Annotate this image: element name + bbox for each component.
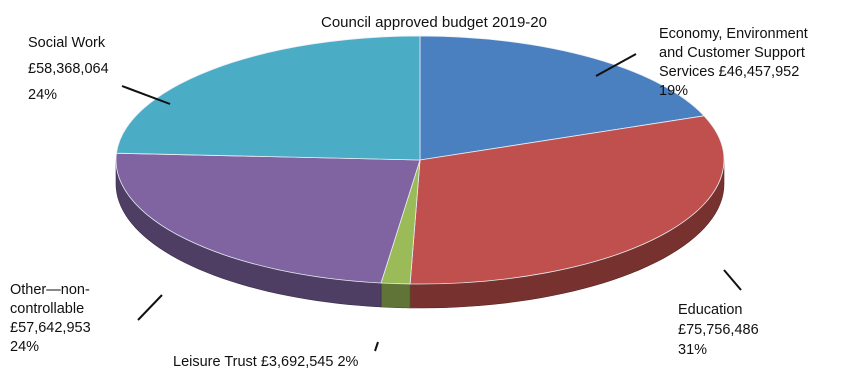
label-education: Education £75,756,486 31% (678, 302, 763, 358)
label-other-line-1: Other—non- (10, 282, 90, 298)
label-social-work-line-3: 24% (28, 87, 57, 103)
chart-title: Council approved budget 2019-20 (321, 14, 547, 31)
leader-lines (121, 53, 742, 352)
label-social-work-line-1: Social Work (28, 35, 106, 51)
label-other-line-2: controllable (10, 301, 84, 317)
label-economy-line-2: and Customer Support (659, 45, 805, 61)
label-leisure-line-1: Leisure Trust £3,692,545 2% (173, 354, 359, 370)
leader-line-other (137, 294, 163, 321)
pie-slice-economy-environment-and-customer-support-services (419, 35, 705, 161)
pie-side-leisure-trust (380, 282, 411, 309)
label-education-line-2: £75,756,486 (678, 322, 759, 338)
label-economy-line-4: 19% (659, 83, 688, 99)
label-education-line-3: 31% (678, 342, 707, 358)
pie-slice-education (409, 115, 725, 285)
label-other: Other—non- controllable £57,642,953 24% (10, 282, 95, 355)
label-education-line-1: Education (678, 302, 743, 318)
pie-slices (115, 35, 725, 309)
label-social-work: Social Work £58,368,064 24% (28, 35, 113, 103)
label-leisure: Leisure Trust £3,692,545 2% (173, 354, 359, 370)
pie-slice-other-non-controllable (115, 152, 421, 284)
label-economy-line-1: Economy, Environment (659, 26, 808, 42)
pie-slice-social-work (116, 35, 421, 161)
leader-line-economy (595, 53, 637, 77)
label-other-line-3: £57,642,953 (10, 320, 91, 336)
leader-line-education (723, 269, 742, 291)
leader-line-social-work (121, 85, 171, 105)
label-social-work-line-2: £58,368,064 (28, 61, 109, 77)
label-economy-line-3: Services £46,457,952 (659, 64, 799, 80)
leader-line-leisure (374, 341, 379, 352)
label-economy: Economy, Environment and Customer Suppor… (659, 26, 812, 99)
label-other-line-4: 24% (10, 339, 39, 355)
